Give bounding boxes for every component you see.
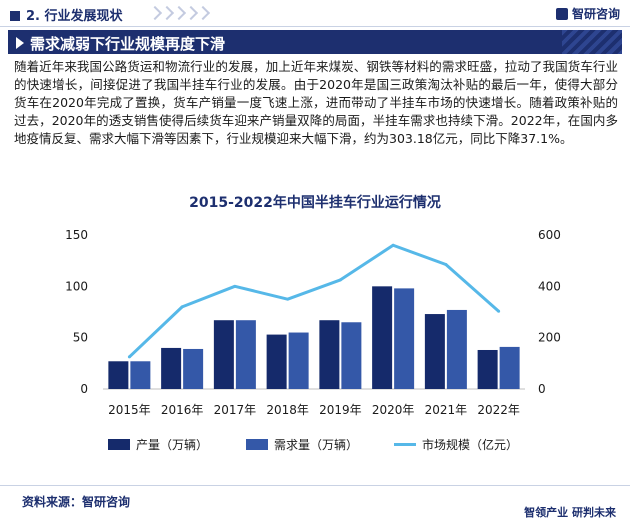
legend-line-market (394, 443, 416, 446)
bar-demand (288, 332, 309, 389)
section-label: 2. 行业发展现状 (10, 5, 123, 24)
bar-production (319, 320, 340, 389)
legend-item-demand: 需求量（万辆） (246, 436, 358, 453)
x-tick-label: 2022年 (477, 403, 520, 417)
bar-demand (341, 322, 362, 389)
point-market-size (233, 284, 237, 288)
play-arrow-icon (16, 37, 24, 49)
bar-demand (446, 309, 467, 389)
brand-text: 智研咨询 (571, 7, 620, 21)
point-market-size (338, 278, 342, 282)
bar-production (266, 334, 287, 389)
legend-swatch-demand (246, 439, 268, 450)
bar-demand (235, 320, 256, 389)
legend-label-market: 市场规模（亿元） (422, 438, 519, 452)
chart-legend: 产量（万辆） 需求量（万辆） 市场规模（亿元） (0, 436, 630, 456)
y-left-tick-label: 50 (73, 331, 88, 345)
brand: 智研咨询 (555, 5, 620, 22)
y-right-tick-label: 400 (538, 279, 561, 293)
point-market-size (180, 305, 184, 309)
point-market-size (286, 297, 290, 301)
y-right-tick-label: 200 (538, 331, 561, 345)
top-bar: 2. 行业发展现状 智研咨询 (0, 0, 630, 27)
data-source: 资料来源：智研咨询 (22, 495, 131, 509)
legend-item-market: 市场规模（亿元） (394, 436, 518, 453)
chevron-right-icon (195, 5, 211, 21)
title-stripe-decoration (562, 30, 622, 54)
section-label-text: 2. 行业发展现状 (26, 9, 123, 24)
legend-label-production: 产量（万辆） (136, 438, 209, 452)
x-tick-label: 2020年 (372, 403, 415, 417)
footer-brand: 智领产业 研判未来 (524, 506, 616, 519)
x-tick-label: 2016年 (161, 403, 204, 417)
x-tick-label: 2019年 (319, 403, 362, 417)
bar-production (161, 347, 182, 389)
point-market-size (391, 243, 395, 247)
chart: 0 50 100 150 0 200 400 600 2015年 2016年 2017年 2018年 2… (65, 228, 561, 417)
y-right-tick-label: 600 (538, 228, 561, 242)
legend-label-demand: 需求量（万辆） (274, 438, 359, 452)
bar-demand (499, 346, 520, 389)
footer-divider (0, 485, 630, 486)
section-square-icon (10, 11, 20, 21)
brand-logo-icon (555, 8, 568, 20)
legend-swatch-production (108, 439, 130, 450)
point-market-size (127, 355, 131, 359)
y-left-tick-label: 100 (65, 279, 88, 293)
point-market-size (497, 309, 501, 313)
bar-demand (394, 288, 415, 389)
y-left-tick-label: 150 (65, 228, 88, 242)
x-tick-label: 2017年 (214, 403, 257, 417)
y-right-tick-label: 0 (538, 382, 546, 396)
x-tick-label: 2018年 (266, 403, 309, 417)
bar-demand (183, 348, 204, 389)
line-market-size (128, 243, 500, 359)
bar-production (424, 314, 445, 389)
bar-production (477, 349, 498, 389)
bar-production (372, 286, 393, 389)
description-paragraph: 随着近年来我国公路货运和物流行业的发展，加上近年来煤炭、钢铁等材料的需求旺盛，拉… (14, 59, 618, 146)
section-title: 需求减弱下行业规模再度下滑 (30, 35, 226, 53)
bar-production (213, 320, 234, 389)
x-tick-label: 2021年 (425, 403, 468, 417)
bar-demand (130, 361, 151, 389)
x-tick-label: 2015年 (108, 403, 151, 417)
bar-production (108, 361, 129, 389)
legend-item-production: 产量（万辆） (108, 436, 208, 453)
point-market-size (444, 263, 448, 267)
y-left-tick-label: 0 (80, 382, 88, 396)
title-bar: 需求减弱下行业规模再度下滑 (8, 30, 622, 54)
chart-title: 2015-2022年中国半挂车行业运行情况 (189, 195, 441, 211)
